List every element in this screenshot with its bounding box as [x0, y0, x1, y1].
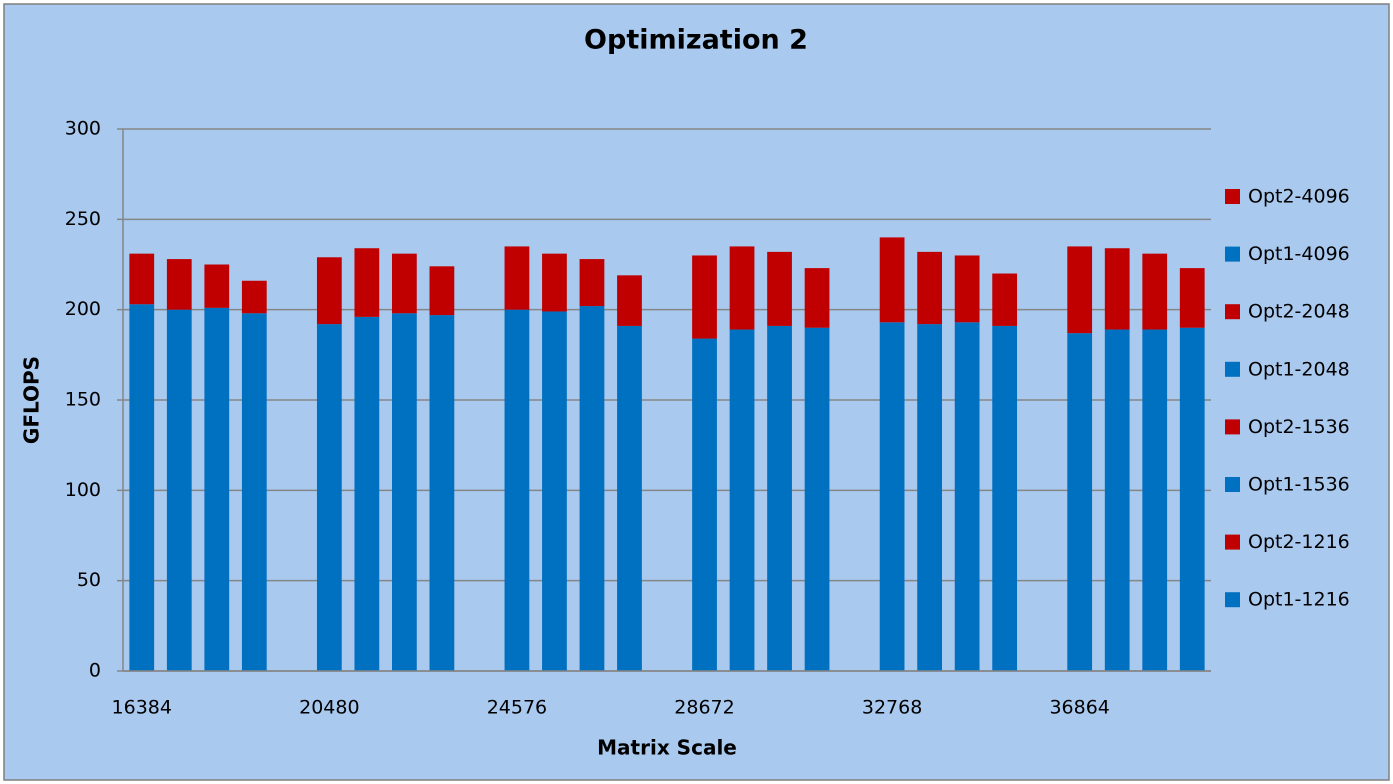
x-tick-label: 16384	[112, 697, 172, 719]
legend-label: Opt1-1536	[1248, 474, 1350, 496]
x-tick-label: 24576	[487, 697, 547, 719]
bar-segment	[129, 304, 155, 671]
bar-segment	[1179, 268, 1205, 328]
bar-segment	[617, 275, 642, 326]
bar-segment	[354, 248, 380, 317]
bar-segment	[504, 246, 530, 310]
bar-segment	[692, 338, 717, 671]
x-axis-title: Matrix Scale	[597, 736, 737, 760]
y-tick-label: 200	[65, 298, 101, 320]
bar-segment	[1104, 248, 1130, 330]
legend-label: Opt1-2048	[1248, 358, 1350, 380]
legend-swatch	[1225, 189, 1240, 204]
legend-label: Opt2-4096	[1248, 186, 1350, 208]
bar-segment	[879, 237, 905, 323]
bar-segment	[241, 313, 267, 671]
bar-segment	[804, 268, 830, 328]
chart-title: Optimization 2	[584, 25, 808, 56]
bar-segment	[767, 325, 792, 671]
y-tick-label: 250	[65, 208, 101, 230]
bar-segment	[542, 253, 567, 312]
legend-swatch	[1225, 477, 1240, 492]
bar-segment	[1142, 253, 1168, 330]
bar-segment	[1067, 333, 1093, 671]
bar-segment	[204, 307, 230, 671]
bar-segment	[992, 325, 1018, 671]
bar-segment	[954, 322, 980, 671]
legend-label: Opt1-1216	[1248, 589, 1350, 611]
bar-segment	[429, 266, 455, 316]
bar-segment	[767, 251, 792, 326]
bar-segment	[879, 322, 905, 671]
bar-segment	[166, 259, 192, 310]
legend-label: Opt2-1536	[1248, 416, 1350, 438]
bar-segment	[1142, 329, 1168, 671]
bar-segment	[316, 324, 342, 671]
bar-segment	[391, 313, 417, 671]
bar-segment	[804, 327, 830, 671]
legend-swatch	[1225, 592, 1240, 608]
legend-swatch	[1225, 534, 1240, 550]
legend-swatch	[1225, 419, 1240, 435]
legend-label: Opt2-1216	[1248, 531, 1350, 553]
y-tick-label: 100	[65, 479, 101, 501]
bar-segment	[1067, 246, 1093, 334]
legend-label: Opt1-4096	[1248, 243, 1350, 265]
bar-segment	[542, 311, 567, 671]
bar-segment	[204, 264, 230, 308]
bar-segment	[504, 309, 530, 671]
bar-segment	[129, 253, 155, 305]
y-tick-label: 0	[89, 660, 101, 682]
bar-segment	[579, 306, 605, 671]
legend-swatch	[1225, 361, 1240, 377]
bar-segment	[316, 257, 342, 325]
bar-segment	[1104, 329, 1130, 671]
bar-segment	[954, 255, 980, 323]
y-axis-title: GFLOPS	[20, 356, 44, 444]
bar-segment	[692, 255, 717, 339]
legend-swatch	[1225, 304, 1240, 320]
bar-segment	[729, 329, 755, 671]
bar-segment	[391, 253, 417, 314]
y-tick-label: 50	[77, 569, 101, 591]
bar-segment	[992, 273, 1018, 326]
legend-swatch	[1225, 246, 1240, 262]
legend-label: Opt2-2048	[1248, 301, 1350, 323]
bar-segment	[617, 325, 642, 671]
bar-segment	[729, 246, 755, 330]
bar-segment	[241, 280, 267, 314]
x-tick-label: 20480	[299, 697, 359, 719]
bar-segment	[579, 259, 605, 307]
bar-segment	[429, 315, 455, 671]
y-tick-label: 300	[65, 118, 101, 140]
bar-segment	[917, 324, 943, 671]
bar-segment	[166, 309, 192, 671]
x-tick-label: 32768	[862, 697, 922, 719]
bar-segment	[917, 251, 943, 325]
x-tick-label: 36864	[1049, 697, 1109, 719]
x-tick-label: 28672	[674, 697, 734, 719]
y-tick-label: 150	[65, 389, 101, 411]
bar-segment	[1179, 327, 1205, 671]
bar-segment	[354, 316, 380, 671]
